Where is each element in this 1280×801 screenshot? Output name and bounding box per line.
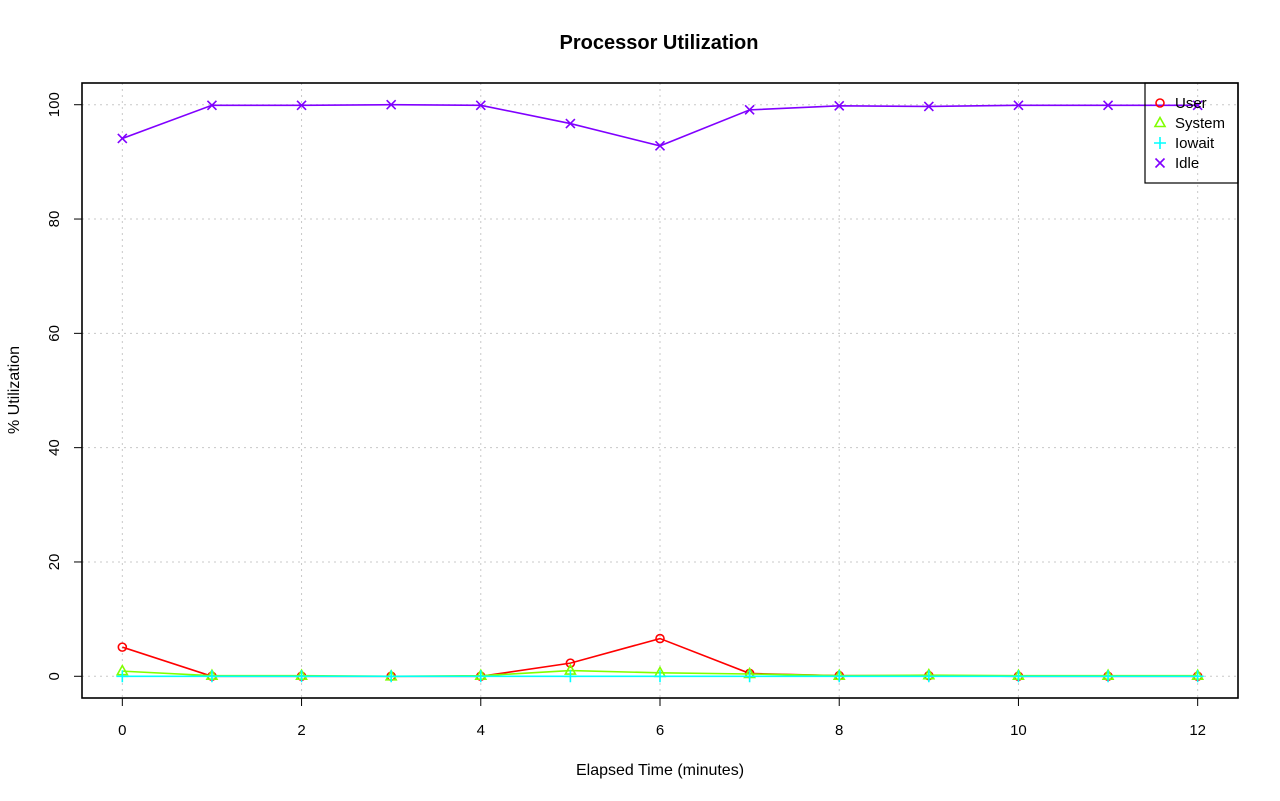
data-point-idle [1013, 100, 1024, 111]
legend-label-system: System [1175, 115, 1225, 132]
legend-marker-user [1155, 98, 1165, 108]
data-point-iowait [385, 670, 398, 683]
y-tick-label: 0 [46, 672, 63, 680]
x-tick-label: 6 [656, 722, 664, 739]
legend-item-iowait: Iowait [1154, 135, 1215, 152]
data-point-idle [834, 100, 845, 111]
legend-label-user: User [1175, 95, 1207, 112]
legend-box [1144, 82, 1239, 184]
data-point-idle [386, 99, 397, 110]
y-tick-label: 60 [46, 325, 63, 342]
data-point-idle [206, 100, 218, 111]
y-tick-label: 100 [46, 92, 63, 117]
data-point-iowait [295, 670, 308, 683]
data-point-user [117, 642, 128, 652]
x-axis-label: Elapsed Time (minutes) [576, 762, 744, 779]
x-tick-label: 2 [297, 722, 305, 739]
data-point-idle [654, 140, 666, 151]
series-layer [115, 99, 1205, 683]
y-tick-label: 20 [46, 554, 63, 571]
data-point-iowait [743, 670, 756, 683]
x-tick-label: 12 [1189, 722, 1206, 739]
data-point-iowait [1102, 670, 1115, 683]
data-point-iowait [1191, 670, 1204, 683]
series-iowait [116, 670, 1204, 683]
series-idle [117, 99, 1203, 151]
data-point-user [655, 633, 665, 644]
data-point-iowait [564, 670, 577, 683]
grid-lines [82, 83, 1238, 698]
x-tick-label: 4 [477, 722, 485, 739]
legend-items: User System Iowait Idle [1153, 95, 1225, 172]
data-point-idle [565, 118, 576, 129]
y-axis-label: % Utilization [6, 346, 23, 434]
data-point-iowait [654, 670, 666, 683]
legend-item-system: System [1153, 115, 1225, 132]
data-point-idle [1102, 100, 1114, 111]
data-point-iowait [205, 670, 218, 683]
x-tick-label: 0 [118, 722, 126, 739]
legend-marker-idle [1154, 157, 1166, 169]
data-point-idle [117, 133, 128, 144]
data-point-iowait [922, 670, 935, 683]
legend-marker-system [1153, 115, 1167, 128]
data-point-user [565, 658, 576, 668]
x-tick-label: 10 [1010, 722, 1027, 739]
legend-marker-iowait [1154, 137, 1166, 149]
data-point-idle [296, 100, 307, 111]
legend: User System Iowait Idle [1144, 82, 1239, 184]
data-point-idle [923, 101, 934, 112]
legend-label-iowait: Iowait [1175, 135, 1215, 152]
data-point-iowait [116, 670, 129, 683]
x-tick-label: 8 [835, 722, 843, 739]
y-axis: 0 20 40 60 80 100 [46, 92, 82, 680]
data-point-iowait [1012, 670, 1025, 683]
legend-label-idle: Idle [1175, 155, 1199, 172]
x-axis: 0 2 4 6 8 10 12 [118, 698, 1206, 739]
data-point-idle [475, 100, 486, 111]
data-point-iowait [833, 670, 846, 683]
data-point-iowait [474, 670, 487, 683]
chart-title: Processor Utilization [560, 32, 759, 54]
legend-item-user: User [1155, 95, 1207, 112]
data-point-idle [744, 104, 755, 115]
y-tick-label: 40 [46, 439, 63, 456]
y-tick-label: 80 [46, 211, 63, 228]
data-point-idle [1192, 100, 1203, 111]
legend-item-idle: Idle [1154, 155, 1199, 172]
